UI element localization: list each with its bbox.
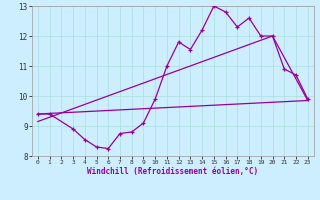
X-axis label: Windchill (Refroidissement éolien,°C): Windchill (Refroidissement éolien,°C) (87, 167, 258, 176)
